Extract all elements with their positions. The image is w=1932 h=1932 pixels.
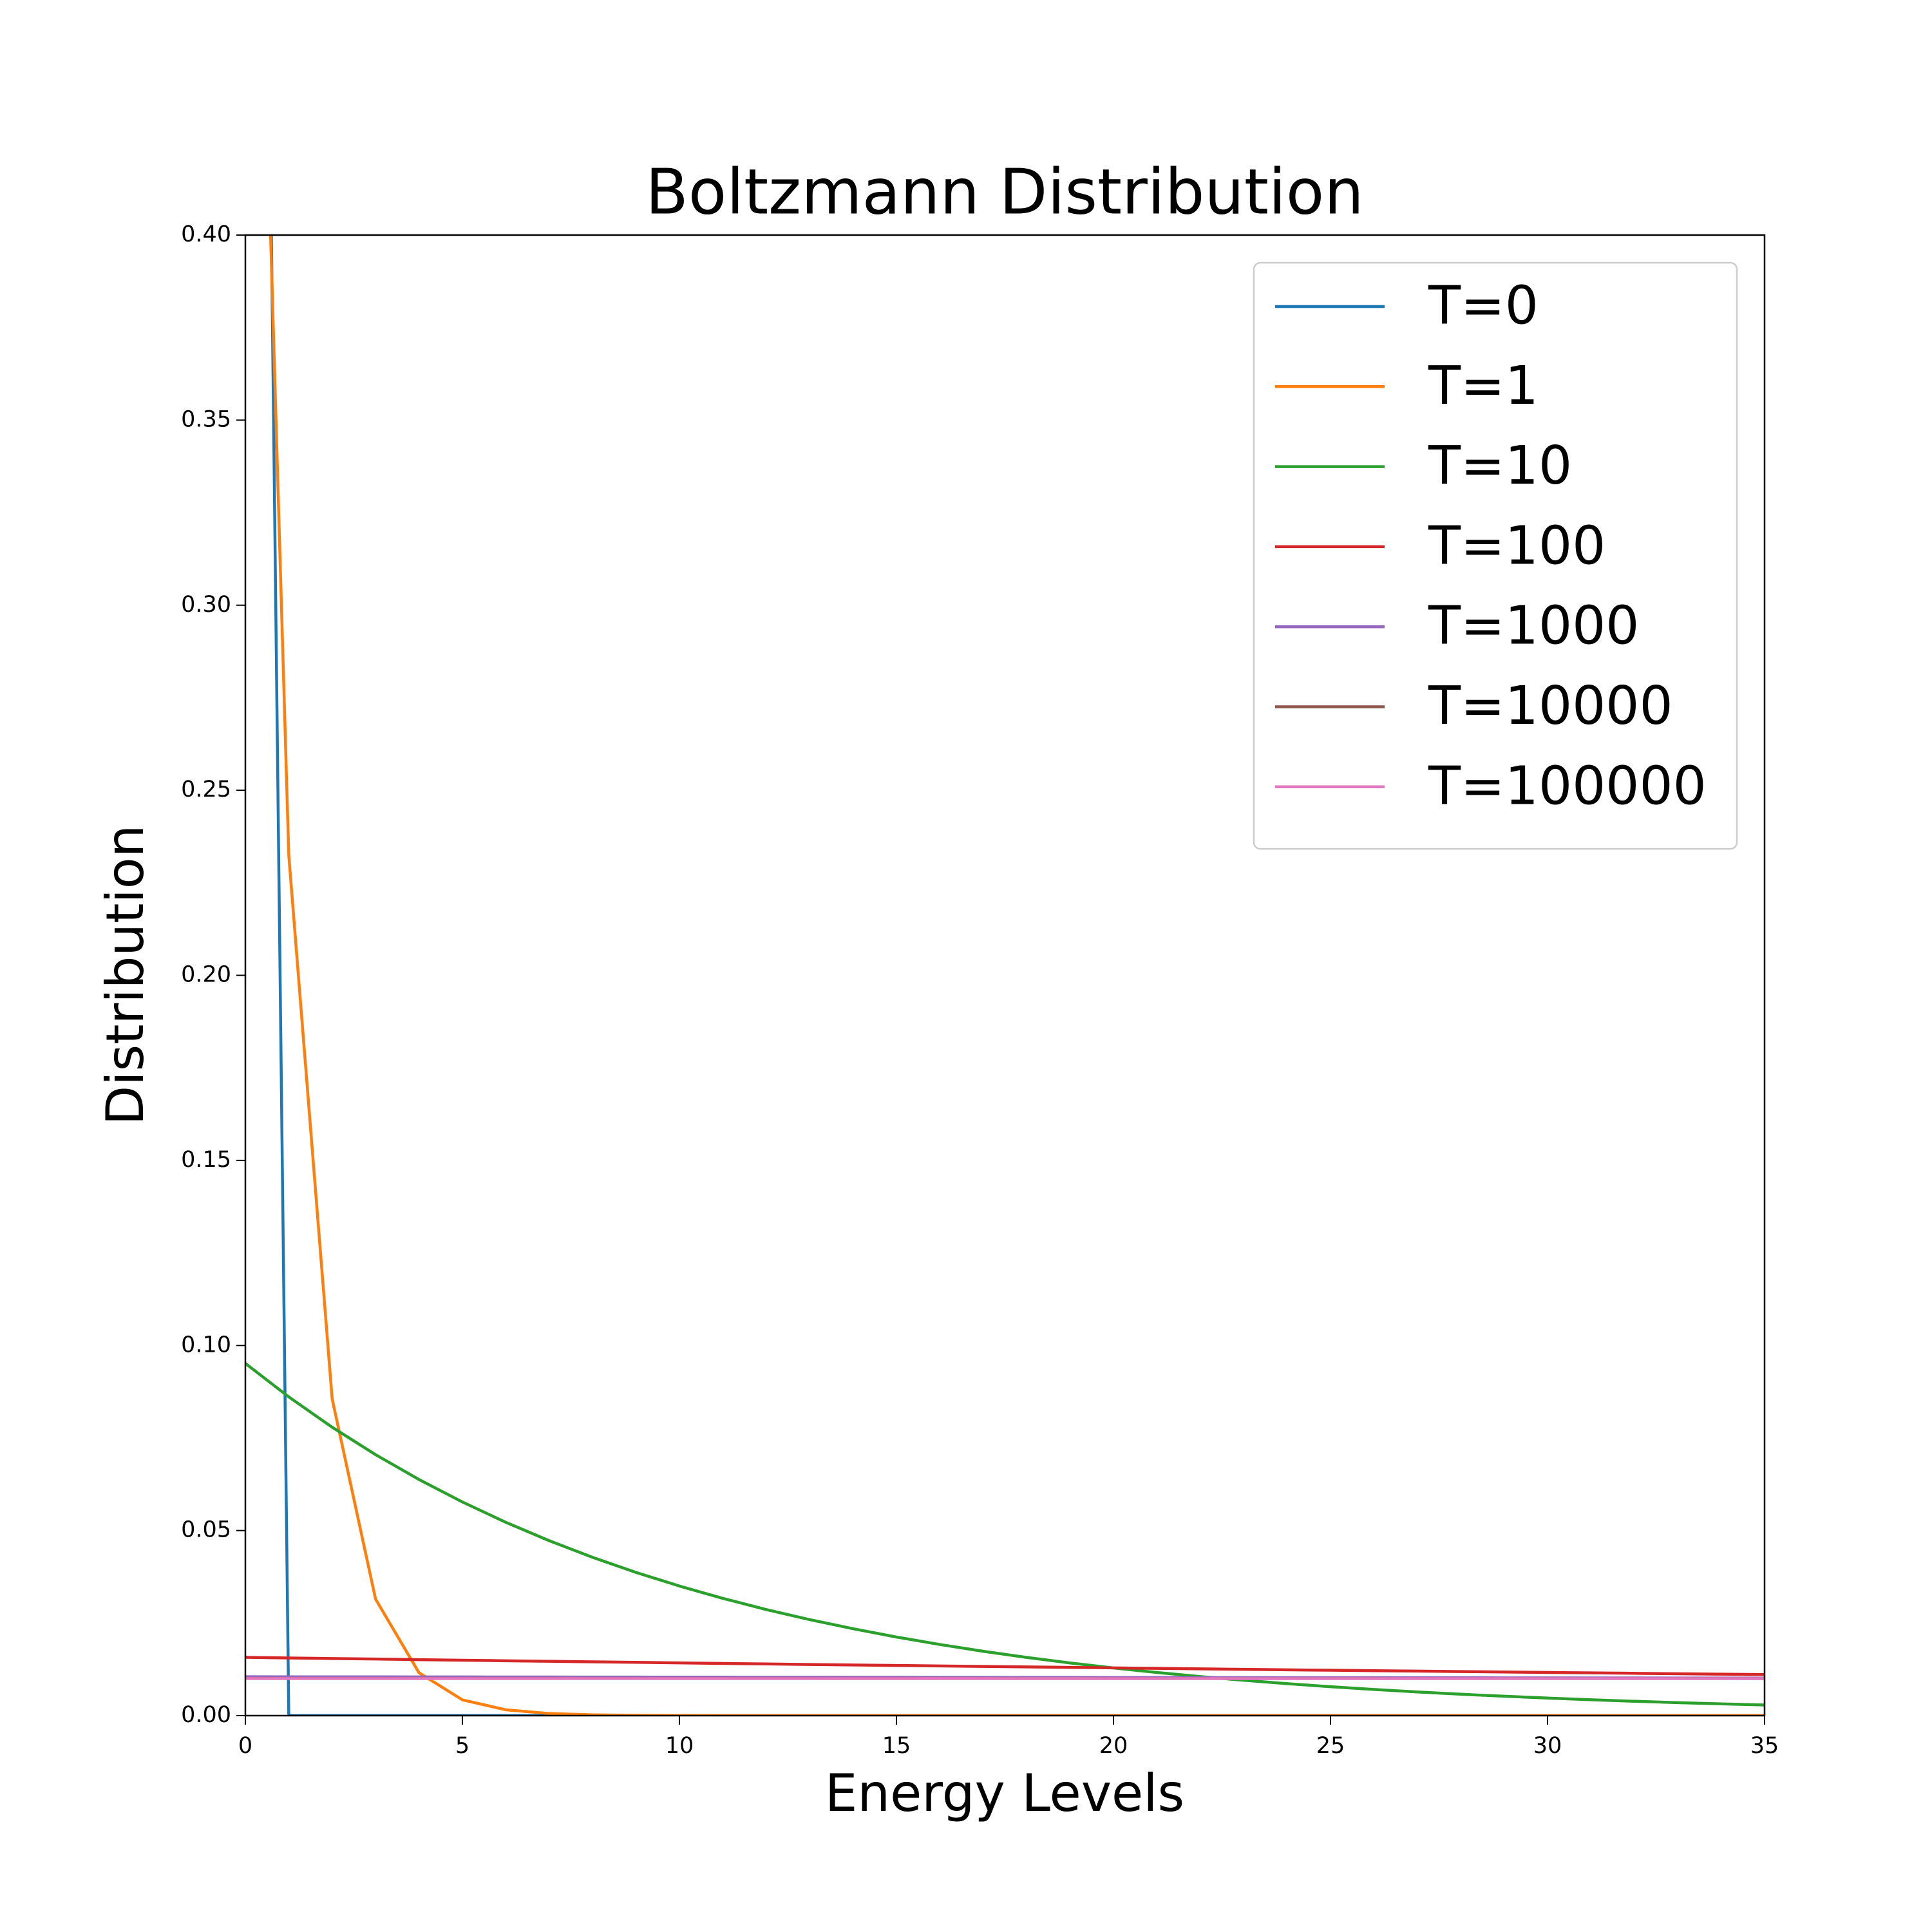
x-tick-label: 0: [238, 1733, 252, 1759]
y-tick-label: 0.20: [181, 962, 231, 988]
y-tick-label: 0.35: [181, 406, 231, 432]
y-tick-label: 0.40: [181, 222, 231, 247]
x-tick-label: 15: [882, 1733, 911, 1759]
legend-label: T=10: [1428, 435, 1572, 497]
legend-box: [1253, 261, 1738, 850]
series-line: [269, 235, 1765, 1716]
y-axis-label: Distribution: [95, 825, 155, 1126]
x-tick-label: 10: [665, 1733, 694, 1759]
y-tick-label: 0.15: [181, 1147, 231, 1173]
x-tick-label: 25: [1316, 1733, 1345, 1759]
y-tick-label: 0.00: [181, 1702, 231, 1728]
legend-label: T=0: [1428, 275, 1539, 336]
x-tick-label: 5: [455, 1733, 469, 1759]
plot-area: [245, 235, 1765, 1716]
x-tick-label: 30: [1533, 1733, 1562, 1759]
y-tick-label: 0.25: [181, 777, 231, 802]
legend-label: T=1: [1428, 355, 1539, 417]
legend-label: T=100: [1428, 515, 1605, 576]
y-tick-label: 0.10: [181, 1332, 231, 1358]
legend-label: T=1000: [1428, 596, 1639, 657]
x-tick-label: 35: [1750, 1733, 1779, 1759]
legend-label: T=100000: [1428, 755, 1707, 817]
series-line: [245, 1656, 1765, 1676]
x-axis-label: Energy Levels: [825, 1763, 1184, 1823]
chart-title: Boltzmann Distribution: [645, 155, 1363, 228]
legend-label: T=10000: [1428, 676, 1673, 737]
series-line: [245, 1362, 1765, 1707]
x-tick-label: 20: [1099, 1733, 1128, 1759]
y-tick-label: 0.30: [181, 592, 231, 618]
y-tick-label: 0.05: [181, 1517, 231, 1543]
axes-frame: [244, 234, 1766, 1717]
